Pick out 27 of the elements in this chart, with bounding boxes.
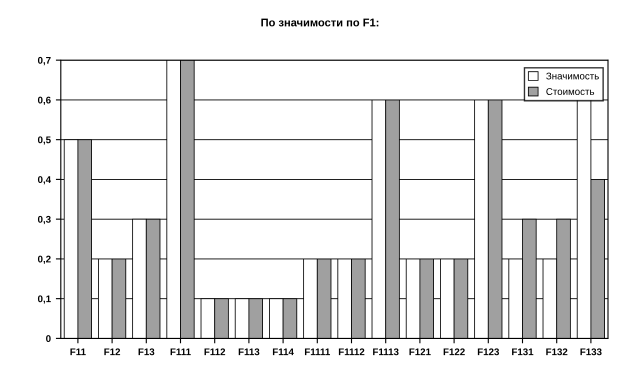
y-tick-label: 0,6 (38, 96, 51, 105)
x-tick-label: F13 (138, 348, 154, 356)
x-tick-label: F122 (444, 348, 465, 356)
x-tick-label: F132 (546, 348, 568, 356)
x-tick-label: F123 (478, 348, 500, 356)
x-tick-label: F1112 (338, 348, 364, 356)
x-tick-label: F111 (170, 348, 191, 356)
y-tick-label: 0,7 (38, 56, 51, 66)
y-tick-label: 0,4 (38, 176, 52, 184)
x-tick-label: F1111 (304, 348, 330, 356)
legend-label: Значимость (546, 72, 599, 80)
y-tick-label: 0,1 (38, 295, 51, 304)
chart-title: По значимости по F1: (261, 18, 378, 26)
x-tick-label: F133 (580, 348, 602, 356)
y-tick-label: 0,5 (38, 136, 51, 145)
y-tick-label: 0,3 (38, 216, 51, 224)
x-tick-label: F12 (104, 348, 120, 356)
x-tick-label: F11 (70, 348, 86, 356)
y-tick-label: 0,2 (38, 256, 51, 264)
x-tick-label: F121 (409, 348, 431, 356)
x-tick-label: F1113 (373, 348, 399, 356)
x-tick-label: F131 (512, 348, 534, 356)
y-tick-label: 0 (46, 335, 51, 342)
legend-label: Стоимость (546, 88, 594, 95)
x-tick-label: F113 (238, 348, 260, 356)
x-tick-label: F112 (204, 348, 226, 356)
x-tick-label: F114 (272, 348, 294, 356)
